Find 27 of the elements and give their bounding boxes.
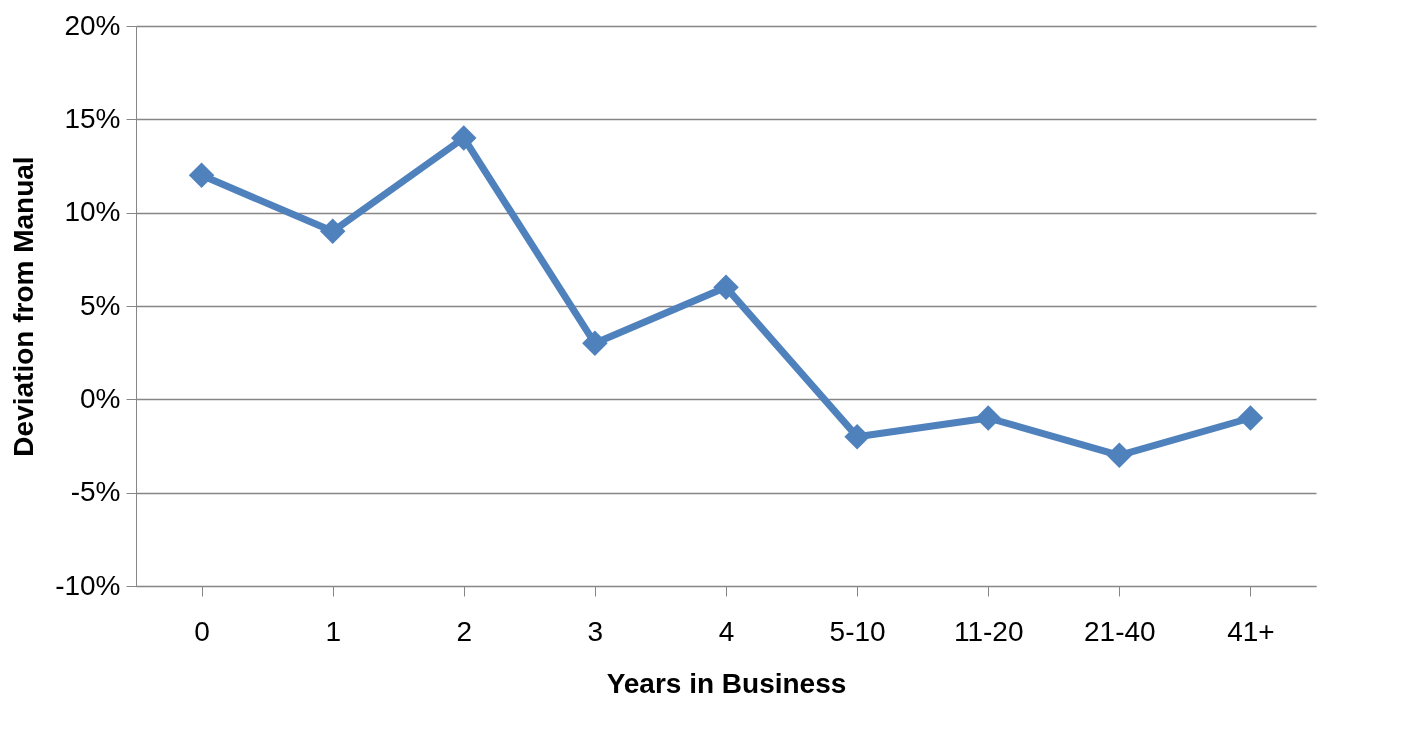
x-tick-label: 41+ <box>1227 615 1275 647</box>
y-tick-label: 10% <box>64 196 121 228</box>
x-axis-title: Years in Business <box>606 667 847 699</box>
x-tick-label: 5-10 <box>829 615 886 647</box>
point <box>844 423 870 450</box>
y-tick-label: 0% <box>80 382 121 414</box>
point <box>188 162 215 189</box>
y-tick-label: 15% <box>64 102 121 134</box>
x-tick-label: 4 <box>718 615 735 647</box>
x-tick-label: 21-40 <box>1084 615 1156 647</box>
y-tick-label: 5% <box>80 289 121 321</box>
point <box>1106 442 1133 469</box>
point <box>582 330 608 357</box>
y-tick-label: -5% <box>70 476 121 508</box>
x-tick-label: 3 <box>587 615 604 647</box>
y-axis-title: Deviation from Manual <box>8 156 40 457</box>
x-tick-label: 0 <box>194 615 210 647</box>
point <box>451 125 477 151</box>
point <box>1237 405 1264 431</box>
x-tick-label: 11-20 <box>953 615 1024 647</box>
point <box>975 405 1001 431</box>
x-tick-label: 2 <box>456 615 473 647</box>
point <box>319 218 346 245</box>
y-tick-label: -10% <box>55 569 121 601</box>
y-tick-label: 20% <box>64 9 121 41</box>
point <box>713 274 739 301</box>
x-tick-label: 1 <box>325 615 341 647</box>
